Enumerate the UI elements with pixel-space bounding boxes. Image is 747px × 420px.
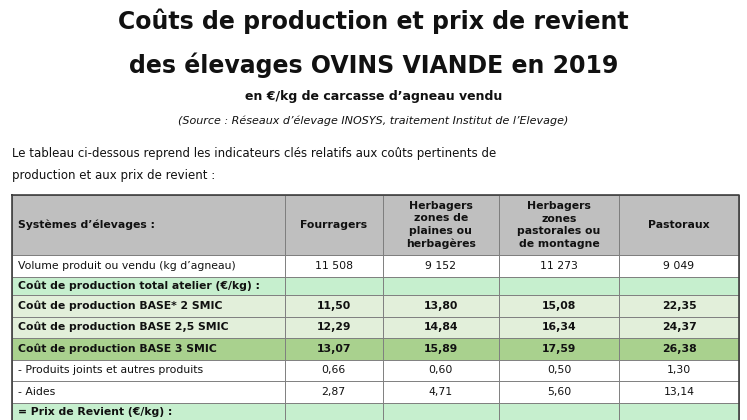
Polygon shape — [382, 381, 499, 402]
Text: (Source : Réseaux d’élevage INOSYS, traitement Institut de l’Elevage): (Source : Réseaux d’élevage INOSYS, trai… — [179, 115, 568, 126]
Text: = Prix de Revient (€/kg) :: = Prix de Revient (€/kg) : — [18, 407, 173, 417]
Text: 2,87: 2,87 — [322, 387, 346, 397]
Text: 0,60: 0,60 — [429, 365, 453, 375]
Text: 24,37: 24,37 — [662, 322, 696, 332]
Polygon shape — [499, 317, 619, 338]
Text: 13,14: 13,14 — [663, 387, 695, 397]
Polygon shape — [382, 402, 499, 420]
Polygon shape — [499, 338, 619, 360]
Polygon shape — [285, 255, 382, 276]
Polygon shape — [619, 276, 739, 295]
Polygon shape — [382, 255, 499, 276]
Text: des élevages OVINS VIANDE en 2019: des élevages OVINS VIANDE en 2019 — [128, 52, 619, 78]
Polygon shape — [619, 338, 739, 360]
Polygon shape — [499, 295, 619, 317]
Text: 13,07: 13,07 — [317, 344, 351, 354]
Text: 14,84: 14,84 — [424, 322, 458, 332]
Polygon shape — [12, 276, 285, 295]
Text: 11 508: 11 508 — [314, 261, 353, 271]
Text: 13,80: 13,80 — [424, 301, 458, 311]
Text: Volume produit ou vendu (kg d’agneau): Volume produit ou vendu (kg d’agneau) — [18, 261, 236, 271]
Polygon shape — [12, 360, 285, 381]
Text: - Aides: - Aides — [18, 387, 55, 397]
Text: 1,30: 1,30 — [667, 365, 691, 375]
Polygon shape — [285, 276, 382, 295]
Text: Coût de production BASE 2,5 SMIC: Coût de production BASE 2,5 SMIC — [18, 322, 229, 333]
Polygon shape — [285, 402, 382, 420]
Polygon shape — [499, 402, 619, 420]
Text: en €/kg de carcasse d’agneau vendu: en €/kg de carcasse d’agneau vendu — [245, 90, 502, 103]
Text: 15,08: 15,08 — [542, 301, 576, 311]
Polygon shape — [285, 195, 382, 255]
Text: 26,38: 26,38 — [662, 344, 696, 354]
Text: Coût de production BASE 3 SMIC: Coût de production BASE 3 SMIC — [18, 344, 217, 354]
Text: 12,29: 12,29 — [317, 322, 351, 332]
Polygon shape — [619, 402, 739, 420]
Polygon shape — [382, 317, 499, 338]
Text: Systèmes d’élevages :: Systèmes d’élevages : — [18, 220, 155, 230]
Text: 9 152: 9 152 — [426, 261, 456, 271]
Polygon shape — [285, 381, 382, 402]
Polygon shape — [382, 195, 499, 255]
Polygon shape — [619, 255, 739, 276]
Text: Herbagers
zones
pastorales ou
de montagne: Herbagers zones pastorales ou de montagn… — [518, 202, 601, 249]
Polygon shape — [285, 360, 382, 381]
Polygon shape — [382, 338, 499, 360]
Text: 9 049: 9 049 — [663, 261, 695, 271]
Text: 11 273: 11 273 — [540, 261, 578, 271]
Text: 0,66: 0,66 — [321, 365, 346, 375]
Text: 22,35: 22,35 — [662, 301, 696, 311]
Polygon shape — [12, 295, 285, 317]
Polygon shape — [12, 381, 285, 402]
Polygon shape — [12, 317, 285, 338]
Text: Herbagers
zones de
plaines ou
herbagères: Herbagers zones de plaines ou herbagères — [406, 201, 476, 249]
Text: 16,34: 16,34 — [542, 322, 577, 332]
Polygon shape — [382, 295, 499, 317]
Polygon shape — [285, 338, 382, 360]
Text: - Produits joints et autres produits: - Produits joints et autres produits — [18, 365, 203, 375]
Text: Coût de production total atelier (€/kg) :: Coût de production total atelier (€/kg) … — [18, 281, 260, 291]
Polygon shape — [619, 295, 739, 317]
Polygon shape — [619, 195, 739, 255]
Polygon shape — [499, 381, 619, 402]
Text: 5,60: 5,60 — [547, 387, 571, 397]
Polygon shape — [12, 402, 285, 420]
Polygon shape — [12, 195, 285, 255]
Polygon shape — [619, 360, 739, 381]
Polygon shape — [285, 317, 382, 338]
Text: Coût de production BASE* 2 SMIC: Coût de production BASE* 2 SMIC — [18, 300, 223, 311]
Text: 17,59: 17,59 — [542, 344, 576, 354]
Text: production et aux prix de revient :: production et aux prix de revient : — [12, 169, 215, 182]
Text: Pastoraux: Pastoraux — [648, 220, 710, 230]
Polygon shape — [499, 195, 619, 255]
Text: 11,50: 11,50 — [317, 301, 351, 311]
Polygon shape — [12, 338, 285, 360]
Text: 15,89: 15,89 — [424, 344, 458, 354]
Text: 4,71: 4,71 — [429, 387, 453, 397]
Polygon shape — [619, 381, 739, 402]
Polygon shape — [619, 317, 739, 338]
Text: Fourragers: Fourragers — [300, 220, 368, 230]
Polygon shape — [285, 295, 382, 317]
Polygon shape — [382, 276, 499, 295]
Polygon shape — [499, 255, 619, 276]
Polygon shape — [12, 255, 285, 276]
Polygon shape — [499, 276, 619, 295]
Polygon shape — [382, 360, 499, 381]
Text: Coûts de production et prix de revient: Coûts de production et prix de revient — [118, 8, 629, 34]
Text: 0,50: 0,50 — [547, 365, 571, 375]
Text: Le tableau ci-dessous reprend les indicateurs clés relatifs aux coûts pertinents: Le tableau ci-dessous reprend les indica… — [12, 147, 496, 160]
Polygon shape — [499, 360, 619, 381]
